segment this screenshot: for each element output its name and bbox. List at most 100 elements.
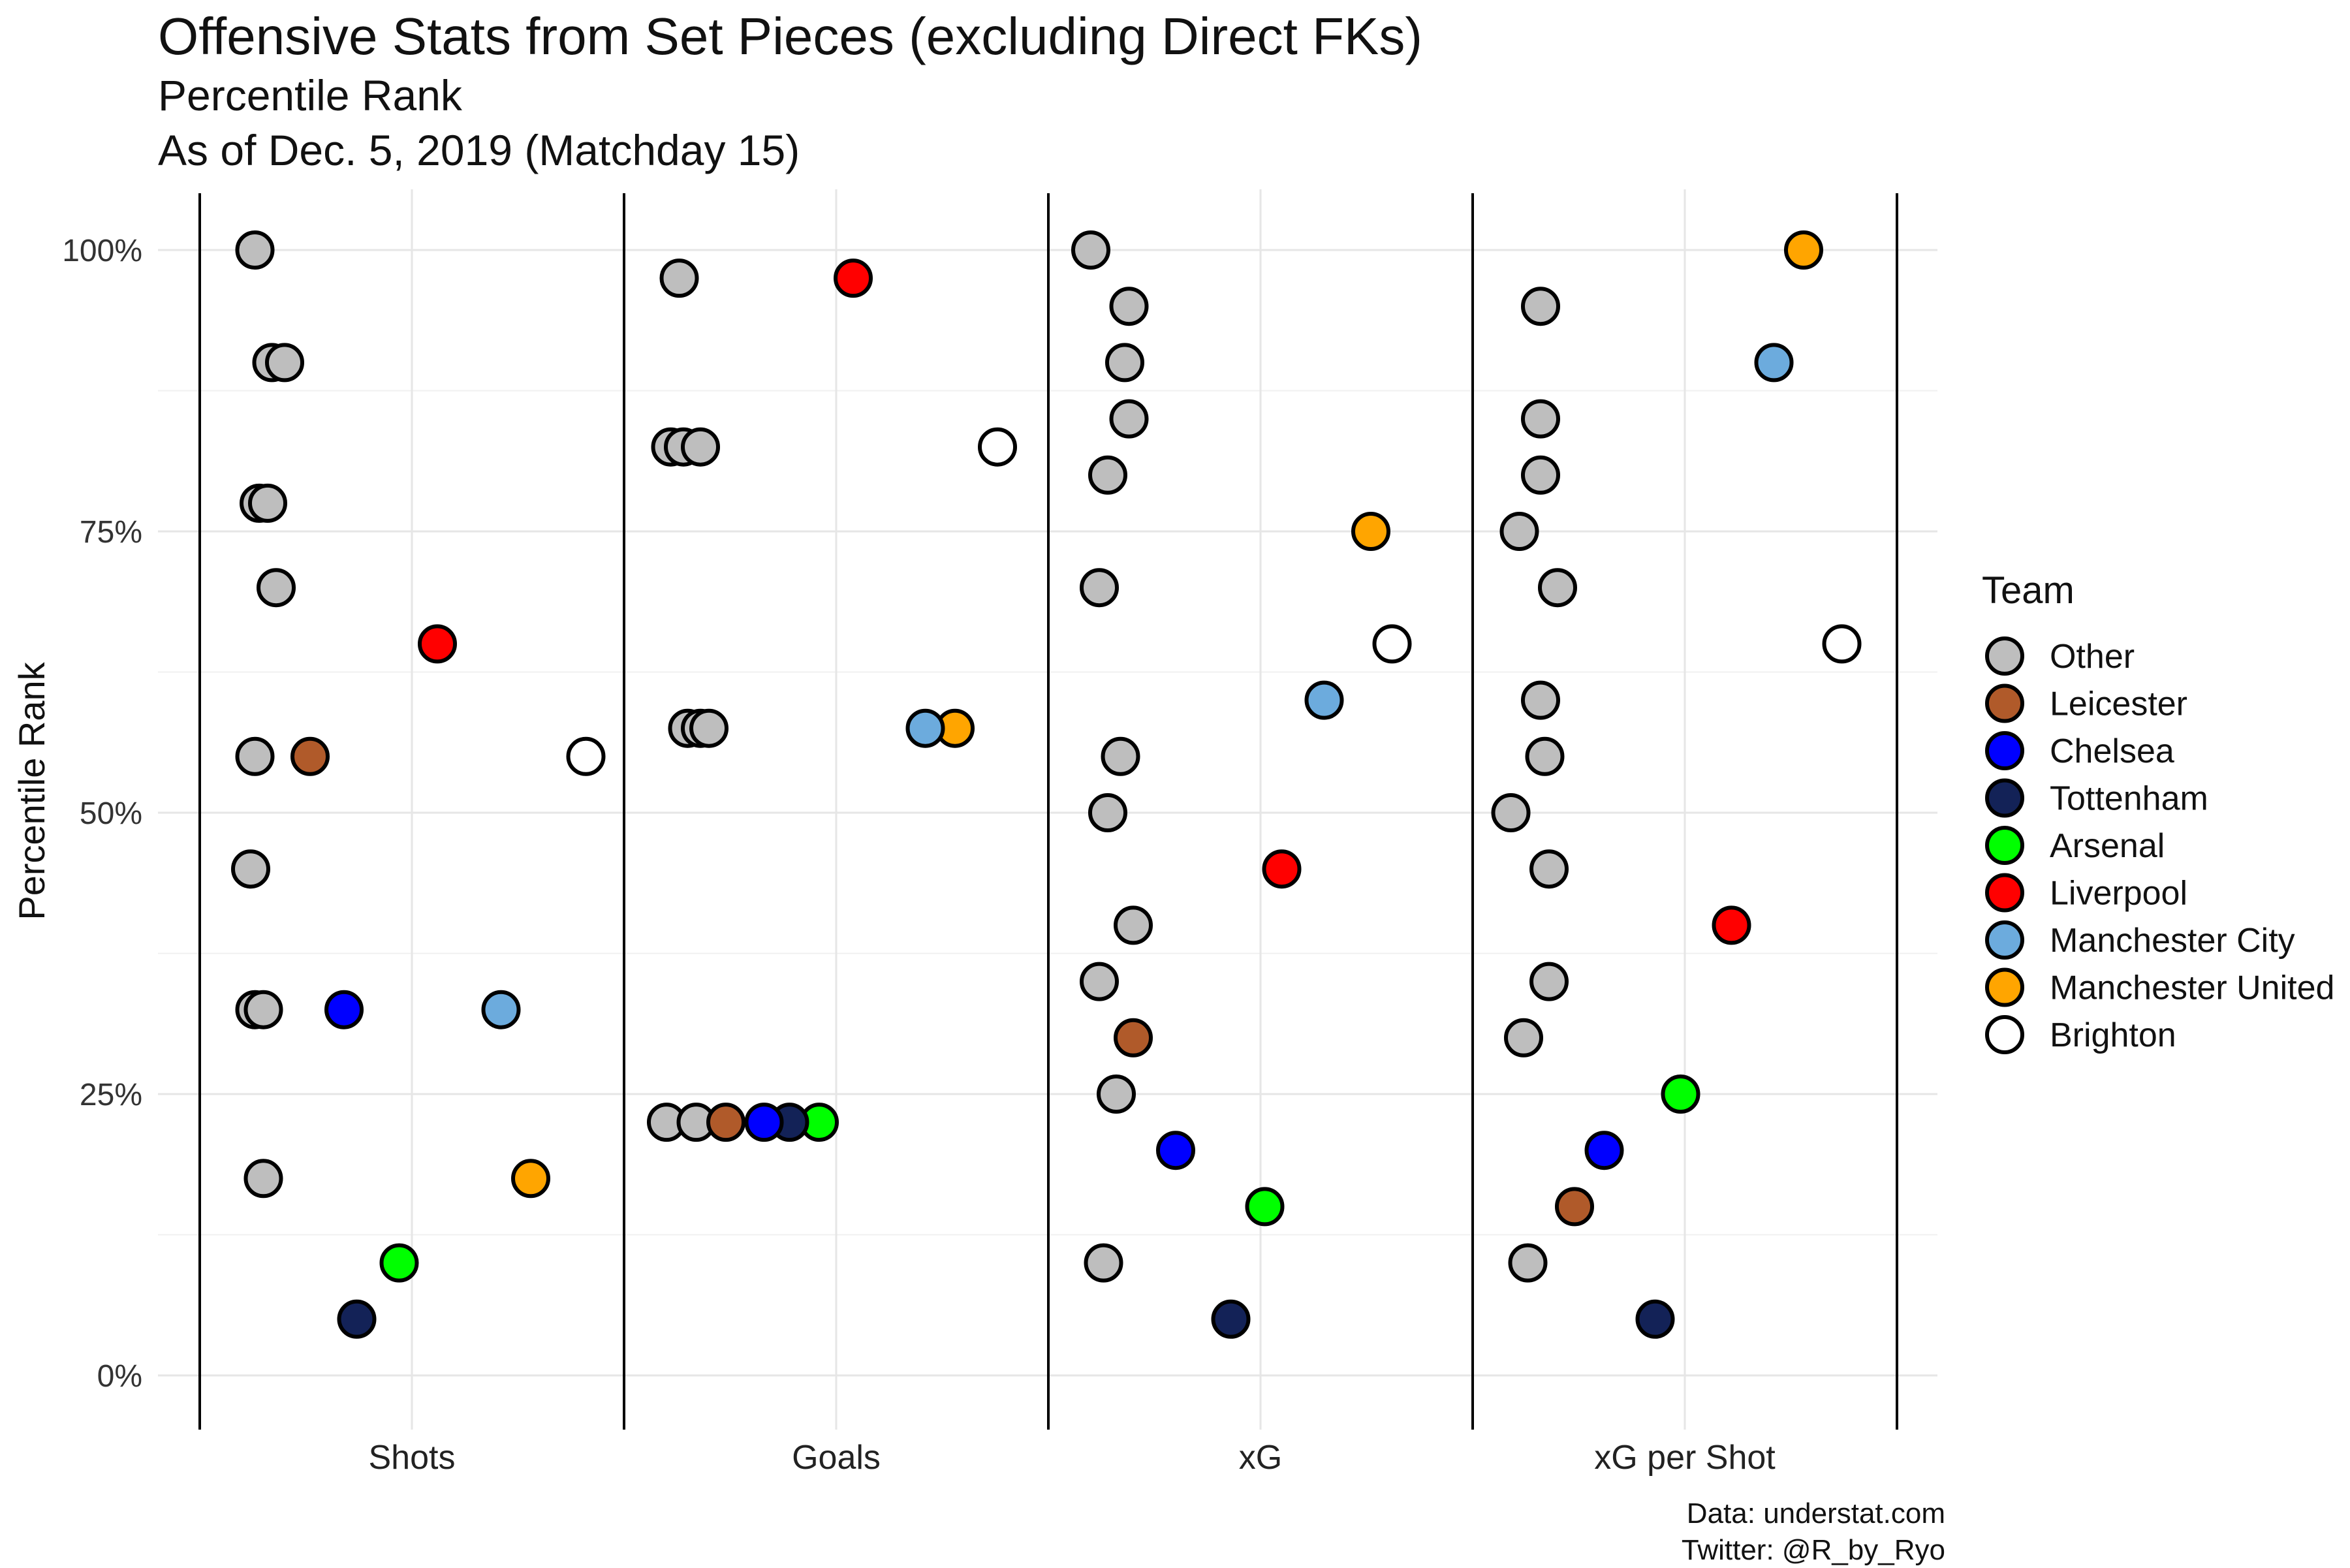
point-other [1114, 905, 1153, 945]
legend-label: Manchester City [2050, 922, 2295, 960]
point-other [243, 1159, 283, 1199]
legend-label: Tottenham [2050, 780, 2208, 818]
point-other [243, 990, 283, 1029]
point-other [1080, 962, 1119, 1001]
legend-key [1985, 920, 2024, 960]
legend-key [1985, 873, 2024, 913]
point-liverpool [418, 624, 457, 664]
y-tick-label: 100% [62, 234, 142, 268]
point-chelsea [744, 1103, 784, 1142]
point-manchester-united [1351, 512, 1390, 551]
point-other [1499, 512, 1539, 551]
facet-dividers [198, 193, 1898, 1430]
point-other [1088, 455, 1127, 495]
legend-label: Arsenal [2050, 827, 2165, 865]
point-chelsea [324, 990, 364, 1029]
point-other [1521, 680, 1560, 720]
point-other [1071, 230, 1110, 270]
point-liverpool [834, 259, 873, 298]
point-manchester-city [1304, 680, 1344, 720]
point-other [1508, 1243, 1548, 1283]
legend-key [1985, 731, 2024, 770]
legend: Team Other Leicester Chelsea Tottenham Arsena… [1982, 569, 2334, 1054]
legend-key [1985, 683, 2024, 723]
point-leicester [1555, 1187, 1594, 1227]
point-other [248, 483, 287, 523]
y-axis: 0% 25% 50% 75% 100% [62, 234, 142, 1394]
point-manchester-city [905, 708, 945, 748]
point-manchester-city [1754, 343, 1794, 383]
x-tick-label: xG [1239, 1439, 1282, 1477]
chart-title: Offensive Stats from Set Pieces (excludi… [158, 7, 1422, 65]
legend-label: Manchester United [2050, 969, 2334, 1007]
point-other [1080, 568, 1119, 608]
point-other [1109, 287, 1149, 326]
point-other [1088, 793, 1127, 832]
point-other [1504, 1018, 1543, 1058]
point-other [1109, 399, 1149, 439]
chart-subtitle: Percentile Rank [158, 71, 462, 119]
point-other [1101, 736, 1140, 776]
point-tottenham [1211, 1299, 1251, 1339]
point-other [659, 259, 699, 298]
point-other [1521, 455, 1560, 495]
point-arsenal [1661, 1074, 1700, 1114]
point-tottenham [337, 1299, 377, 1339]
x-axis: Shots Goals xG xG per Shot [369, 1439, 1776, 1477]
point-manchester-united [511, 1159, 550, 1199]
point-other [257, 568, 296, 608]
caption-data-source: Data: understat.com [1686, 1497, 1945, 1529]
point-chelsea [1156, 1131, 1195, 1170]
point-other [1105, 343, 1144, 383]
point-leicester [290, 736, 330, 776]
point-brighton [566, 736, 606, 776]
point-brighton [1822, 624, 1862, 664]
point-other [1538, 568, 1577, 608]
point-manchester-united [1784, 230, 1823, 270]
point-other [689, 708, 728, 748]
legend-key [1985, 1015, 2024, 1054]
legend-key [1985, 826, 2024, 865]
y-tick-label: 75% [80, 515, 142, 550]
point-tottenham [1635, 1299, 1675, 1339]
chart-date-subtitle: As of Dec. 5, 2019 (Matchday 15) [158, 126, 800, 174]
point-arsenal [379, 1243, 419, 1283]
legend-title: Team [1982, 569, 2075, 612]
point-leicester [1114, 1018, 1153, 1058]
x-tick-label: Shots [369, 1439, 456, 1477]
point-other [1491, 793, 1531, 832]
point-other [1529, 849, 1569, 889]
point-arsenal [1245, 1187, 1285, 1227]
point-other [265, 343, 304, 383]
legend-label: Liverpool [2050, 875, 2187, 913]
point-chelsea [1584, 1131, 1624, 1170]
point-liverpool [1712, 905, 1751, 945]
y-tick-label: 50% [80, 796, 142, 831]
point-brighton [1372, 624, 1412, 664]
point-other [1097, 1074, 1136, 1114]
point-other [1084, 1243, 1123, 1283]
x-tick-label: xG per Shot [1594, 1439, 1776, 1477]
legend-key [1985, 778, 2024, 818]
legend-key [1985, 967, 2024, 1007]
x-tick-label: Goals [792, 1439, 881, 1477]
point-other [1525, 736, 1565, 776]
legend-key [1985, 636, 2024, 676]
point-other [1521, 399, 1560, 439]
caption-twitter: Twitter: @R_by_Ryo [1681, 1534, 1945, 1566]
legend-label: Chelsea [2050, 732, 2174, 770]
point-other [235, 230, 275, 270]
point-leicester [706, 1103, 745, 1142]
point-other [1521, 287, 1560, 326]
point-brighton [978, 427, 1017, 467]
legend-label: Other [2050, 638, 2135, 676]
point-liverpool [1262, 849, 1302, 889]
point-other [231, 849, 270, 889]
point-manchester-city [481, 990, 521, 1029]
data-points [231, 230, 1862, 1339]
point-other [681, 427, 720, 467]
point-other [1529, 962, 1569, 1001]
y-axis-label: Percentile Rank [11, 661, 52, 920]
y-tick-label: 0% [97, 1359, 142, 1394]
